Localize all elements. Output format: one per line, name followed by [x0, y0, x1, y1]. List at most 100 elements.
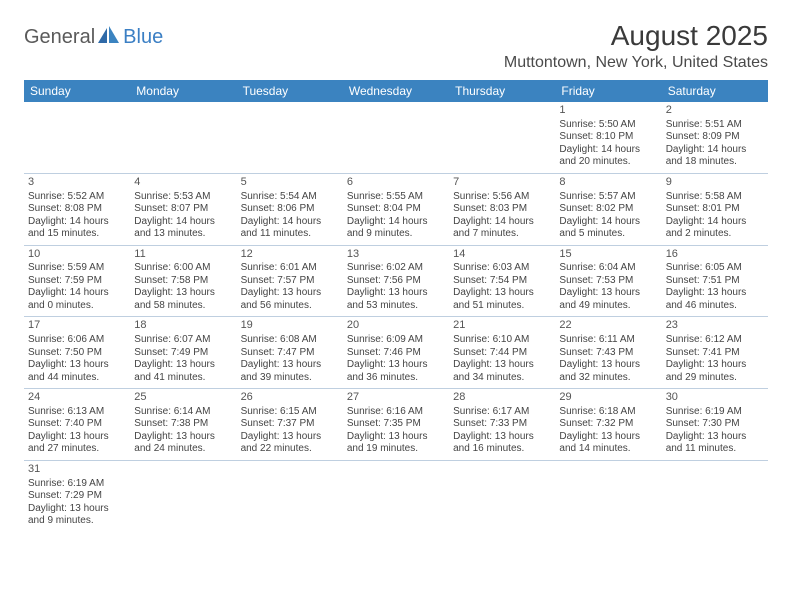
- cell-line-d2: and 39 minutes.: [241, 372, 339, 385]
- cell-line-d1: Daylight: 13 hours: [28, 503, 126, 516]
- cell-line-d1: Daylight: 13 hours: [453, 359, 551, 372]
- cell-line-d2: and 32 minutes.: [559, 372, 657, 385]
- calendar-cell: 16Sunrise: 6:05 AMSunset: 7:51 PMDayligh…: [662, 245, 768, 317]
- calendar-cell: 21Sunrise: 6:10 AMSunset: 7:44 PMDayligh…: [449, 317, 555, 389]
- day-header: Saturday: [662, 80, 768, 102]
- cell-line-d2: and 27 minutes.: [28, 443, 126, 456]
- cell-line-d1: Daylight: 13 hours: [28, 431, 126, 444]
- cell-line-ss: Sunset: 7:59 PM: [28, 275, 126, 288]
- cell-line-sr: Sunrise: 6:05 AM: [666, 262, 764, 275]
- cell-line-d1: Daylight: 13 hours: [28, 359, 126, 372]
- cell-line-ss: Sunset: 7:40 PM: [28, 418, 126, 431]
- cell-line-sr: Sunrise: 6:13 AM: [28, 406, 126, 419]
- calendar-row: 3Sunrise: 5:52 AMSunset: 8:08 PMDaylight…: [24, 173, 768, 245]
- calendar-cell: 12Sunrise: 6:01 AMSunset: 7:57 PMDayligh…: [237, 245, 343, 317]
- cell-line-sr: Sunrise: 6:15 AM: [241, 406, 339, 419]
- calendar-cell: 11Sunrise: 6:00 AMSunset: 7:58 PMDayligh…: [130, 245, 236, 317]
- day-number: 5: [241, 176, 339, 190]
- cell-line-d1: Daylight: 13 hours: [559, 359, 657, 372]
- cell-line-d2: and 9 minutes.: [28, 515, 126, 528]
- day-header: Sunday: [24, 80, 130, 102]
- cell-line-ss: Sunset: 7:53 PM: [559, 275, 657, 288]
- calendar-cell: 7Sunrise: 5:56 AMSunset: 8:03 PMDaylight…: [449, 173, 555, 245]
- cell-line-ss: Sunset: 8:10 PM: [559, 131, 657, 144]
- calendar-row: 31Sunrise: 6:19 AMSunset: 7:29 PMDayligh…: [24, 460, 768, 531]
- cell-line-ss: Sunset: 8:07 PM: [134, 203, 232, 216]
- cell-line-ss: Sunset: 8:01 PM: [666, 203, 764, 216]
- calendar-cell: 15Sunrise: 6:04 AMSunset: 7:53 PMDayligh…: [555, 245, 661, 317]
- calendar-cell: 30Sunrise: 6:19 AMSunset: 7:30 PMDayligh…: [662, 389, 768, 461]
- cell-line-d1: Daylight: 14 hours: [241, 216, 339, 229]
- day-number: 12: [241, 248, 339, 262]
- calendar-cell: 25Sunrise: 6:14 AMSunset: 7:38 PMDayligh…: [130, 389, 236, 461]
- cell-line-sr: Sunrise: 6:02 AM: [347, 262, 445, 275]
- cell-line-ss: Sunset: 7:46 PM: [347, 347, 445, 360]
- cell-line-d2: and 51 minutes.: [453, 300, 551, 313]
- logo-text-general: General: [24, 26, 95, 49]
- calendar-table: Sunday Monday Tuesday Wednesday Thursday…: [24, 80, 768, 532]
- cell-line-d1: Daylight: 14 hours: [666, 216, 764, 229]
- cell-line-d1: Daylight: 14 hours: [453, 216, 551, 229]
- cell-line-sr: Sunrise: 6:01 AM: [241, 262, 339, 275]
- day-number: 29: [559, 391, 657, 405]
- day-number: 20: [347, 319, 445, 333]
- cell-line-sr: Sunrise: 6:04 AM: [559, 262, 657, 275]
- calendar-cell: 4Sunrise: 5:53 AMSunset: 8:07 PMDaylight…: [130, 173, 236, 245]
- cell-line-sr: Sunrise: 6:12 AM: [666, 334, 764, 347]
- calendar-cell: [237, 102, 343, 173]
- cell-line-ss: Sunset: 7:58 PM: [134, 275, 232, 288]
- calendar-cell: [130, 460, 236, 531]
- cell-line-sr: Sunrise: 6:17 AM: [453, 406, 551, 419]
- day-number: 8: [559, 176, 657, 190]
- day-number: 3: [28, 176, 126, 190]
- day-number: 25: [134, 391, 232, 405]
- cell-line-d1: Daylight: 13 hours: [134, 431, 232, 444]
- calendar-cell: 1Sunrise: 5:50 AMSunset: 8:10 PMDaylight…: [555, 102, 661, 173]
- day-number: 2: [666, 104, 764, 118]
- cell-line-d2: and 36 minutes.: [347, 372, 445, 385]
- cell-line-d1: Daylight: 13 hours: [666, 431, 764, 444]
- cell-line-d2: and 18 minutes.: [666, 156, 764, 169]
- cell-line-ss: Sunset: 8:02 PM: [559, 203, 657, 216]
- cell-line-d2: and 44 minutes.: [28, 372, 126, 385]
- cell-line-sr: Sunrise: 6:00 AM: [134, 262, 232, 275]
- calendar-cell: 28Sunrise: 6:17 AMSunset: 7:33 PMDayligh…: [449, 389, 555, 461]
- cell-line-sr: Sunrise: 6:14 AM: [134, 406, 232, 419]
- cell-line-sr: Sunrise: 6:07 AM: [134, 334, 232, 347]
- calendar-cell: [449, 102, 555, 173]
- cell-line-d1: Daylight: 13 hours: [666, 287, 764, 300]
- cell-line-ss: Sunset: 7:38 PM: [134, 418, 232, 431]
- cell-line-d2: and 46 minutes.: [666, 300, 764, 313]
- day-number: 11: [134, 248, 232, 262]
- cell-line-d1: Daylight: 14 hours: [666, 144, 764, 157]
- day-number: 18: [134, 319, 232, 333]
- sail-icon: [98, 26, 120, 49]
- calendar-cell: [24, 102, 130, 173]
- cell-line-sr: Sunrise: 5:50 AM: [559, 119, 657, 132]
- day-number: 15: [559, 248, 657, 262]
- cell-line-ss: Sunset: 7:41 PM: [666, 347, 764, 360]
- calendar-cell: 13Sunrise: 6:02 AMSunset: 7:56 PMDayligh…: [343, 245, 449, 317]
- cell-line-sr: Sunrise: 5:56 AM: [453, 191, 551, 204]
- calendar-cell: 31Sunrise: 6:19 AMSunset: 7:29 PMDayligh…: [24, 460, 130, 531]
- day-header: Tuesday: [237, 80, 343, 102]
- day-header: Wednesday: [343, 80, 449, 102]
- cell-line-d2: and 7 minutes.: [453, 228, 551, 241]
- cell-line-ss: Sunset: 7:37 PM: [241, 418, 339, 431]
- cell-line-sr: Sunrise: 5:59 AM: [28, 262, 126, 275]
- cell-line-ss: Sunset: 7:44 PM: [453, 347, 551, 360]
- calendar-cell: [662, 460, 768, 531]
- logo-text-blue: Blue: [123, 26, 163, 49]
- cell-line-d1: Daylight: 13 hours: [241, 431, 339, 444]
- cell-line-ss: Sunset: 8:09 PM: [666, 131, 764, 144]
- calendar-cell: 24Sunrise: 6:13 AMSunset: 7:40 PMDayligh…: [24, 389, 130, 461]
- calendar-cell: [343, 460, 449, 531]
- cell-line-sr: Sunrise: 6:09 AM: [347, 334, 445, 347]
- day-number: 24: [28, 391, 126, 405]
- day-number: 10: [28, 248, 126, 262]
- cell-line-sr: Sunrise: 5:52 AM: [28, 191, 126, 204]
- cell-line-d2: and 5 minutes.: [559, 228, 657, 241]
- calendar-cell: [343, 102, 449, 173]
- cell-line-d2: and 22 minutes.: [241, 443, 339, 456]
- cell-line-d2: and 20 minutes.: [559, 156, 657, 169]
